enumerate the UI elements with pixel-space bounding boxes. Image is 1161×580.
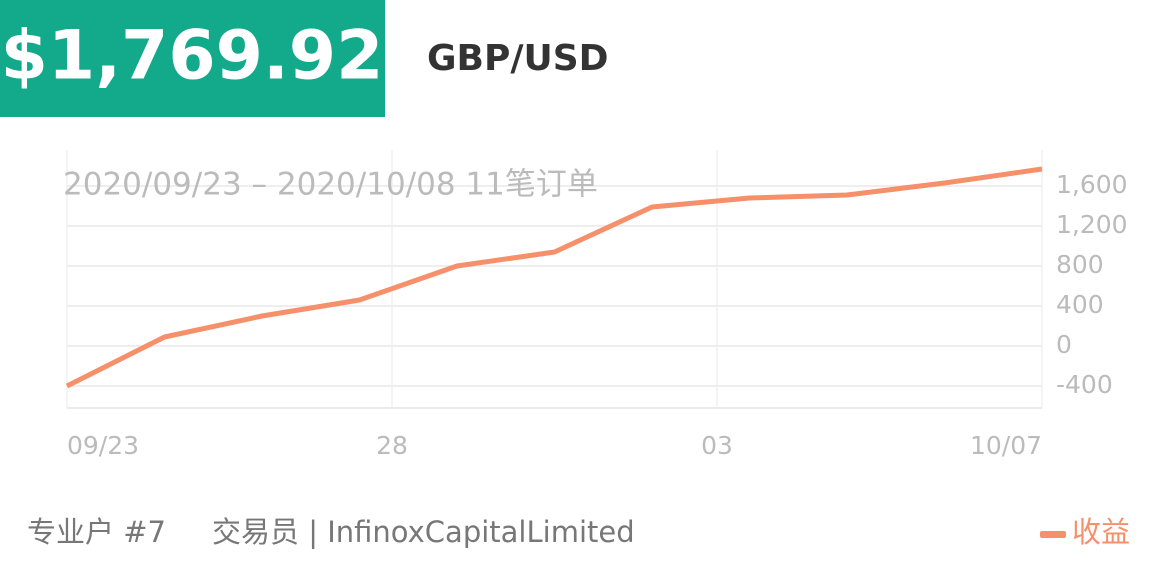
series-line (65, 166, 1043, 389)
pair: GBP/USD (427, 38, 609, 79)
subtitle: 2020/09/23 – 2020/10/08 11笔订单 (63, 167, 598, 203)
y-tick-label: 1,200 (1056, 210, 1128, 239)
x-tick-label: 28 (376, 431, 408, 460)
trader: 交易员 | InfinoxCapitalLimited (212, 515, 635, 549)
y-tick-label: -400 (1056, 370, 1113, 399)
y-tick-label: 0 (1056, 330, 1072, 359)
x-tick-label: 10/07 (970, 431, 1042, 460)
y-tick-label: 400 (1056, 290, 1104, 319)
legend-swatch (1040, 531, 1066, 538)
plot: 09/23 28 03 10/07 -400 0 400 800 1,200 1,600 (65, 150, 1128, 460)
amount-box (0, 0, 385, 117)
legend-label: 收益 (1072, 515, 1130, 549)
x-tick-label: 03 (701, 431, 733, 460)
y-tick-label: 800 (1056, 250, 1104, 279)
account: 专业户 #7 (27, 515, 166, 549)
x-tick-label: 09/23 (67, 431, 139, 460)
y-tick-label: 1,600 (1056, 170, 1128, 199)
amount: $1,769.92 (1, 17, 384, 96)
